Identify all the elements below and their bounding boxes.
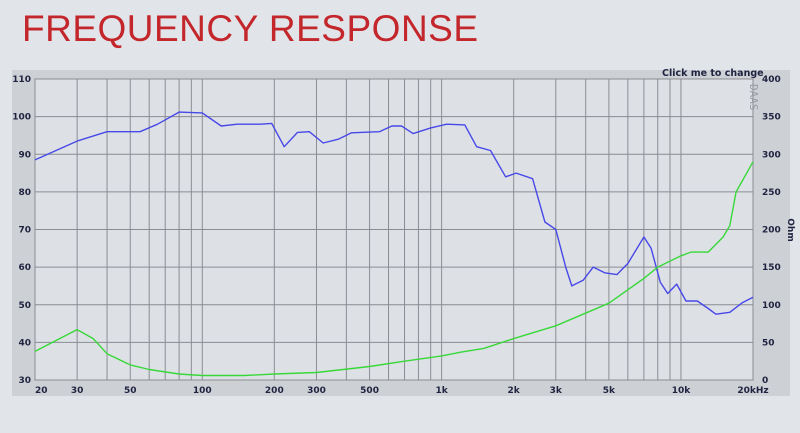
x-tick-label: 30 [71,386,84,396]
y-tick-label-right: 0 [762,376,768,386]
y-tick-label-left: 90 [18,150,31,160]
y-axis-label-right: Ohm [785,218,795,241]
change-view-button[interactable]: Click me to change [662,68,764,79]
y-tick-label-right: 400 [762,75,781,85]
y-tick-label-left: 80 [18,188,31,198]
watermark: DAAS [747,84,760,111]
y-tick-label-right: 250 [762,188,781,198]
x-tick-label: 1k [435,386,448,396]
y-tick-label-right: 300 [762,150,781,160]
y-tick-label-left: 40 [18,338,31,348]
spl-curve [34,111,754,315]
x-tick-label: 200 [265,386,284,396]
y-tick-label-left: 70 [18,226,31,236]
impedance-curve [34,161,754,377]
x-tick-label: 5k [603,386,616,396]
y-tick-label-right: 100 [762,301,781,311]
y-tick-label-right: 200 [762,226,781,236]
y-tick-label-right: 350 [762,113,781,123]
x-tick-label: 50 [124,386,137,396]
x-tick-label: 300 [307,386,326,396]
x-tick-label: 20kHz [737,386,768,396]
x-tick-label: 500 [360,386,379,396]
y-tick-label-left: 50 [18,301,31,311]
y-tick-label-left: 110 [12,75,31,85]
y-tick-label-left: 100 [12,113,31,123]
y-tick-label-left: 30 [18,376,31,386]
page-title: FREQUENCY RESPONSE [22,8,479,49]
y-tick-label-right: 50 [762,338,775,348]
y-tick-label-right: 150 [762,263,781,273]
y-tick-label-left: 60 [18,263,31,273]
x-tick-label: 100 [193,386,212,396]
x-tick-label: 2k [508,386,521,396]
x-tick-label: 10k [672,386,692,396]
x-tick-label: 20 [35,386,48,396]
x-tick-label: 3k [550,386,563,396]
